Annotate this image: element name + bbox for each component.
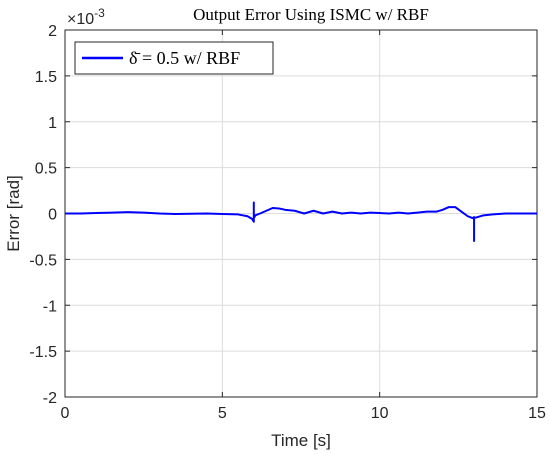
x-axis-label: Time [s]: [271, 431, 331, 450]
y-tick-label: 1: [48, 115, 57, 132]
y-axis-label: Error [rad]: [4, 175, 23, 252]
y-tick-label: -2: [43, 390, 57, 407]
ticks: 0 5 10 15 2 1.5 1 0.5 0 -0.5 -1 -1.5 -2: [29, 23, 546, 422]
series: [65, 201, 537, 243]
y-tick-label: -1: [43, 298, 57, 315]
legend: δ̄ = 0.5 w/ RBF: [74, 41, 274, 75]
chart-title: Output Error Using ISMC w/ RBF: [193, 5, 429, 24]
x-tick-label: 0: [61, 405, 70, 422]
y-tick-label: -1.5: [29, 344, 57, 361]
y-multiplier: ×10-3: [67, 6, 105, 28]
y-tick-label: -0.5: [29, 252, 57, 269]
series-line: [65, 201, 537, 243]
x-tick-label: 15: [528, 405, 546, 422]
y-tick-label: 1.5: [35, 69, 57, 86]
y-multiplier-base: ×10: [67, 11, 94, 28]
x-tick-label: 5: [218, 405, 227, 422]
y-multiplier-exponent: -3: [94, 6, 105, 20]
legend-entry: δ̄ = 0.5 w/ RBF: [129, 48, 240, 68]
y-tick-label: 0.5: [35, 161, 57, 178]
y-tick-label: 2: [48, 23, 57, 40]
y-tick-label: 0: [48, 207, 57, 224]
x-tick-label: 10: [371, 405, 389, 422]
